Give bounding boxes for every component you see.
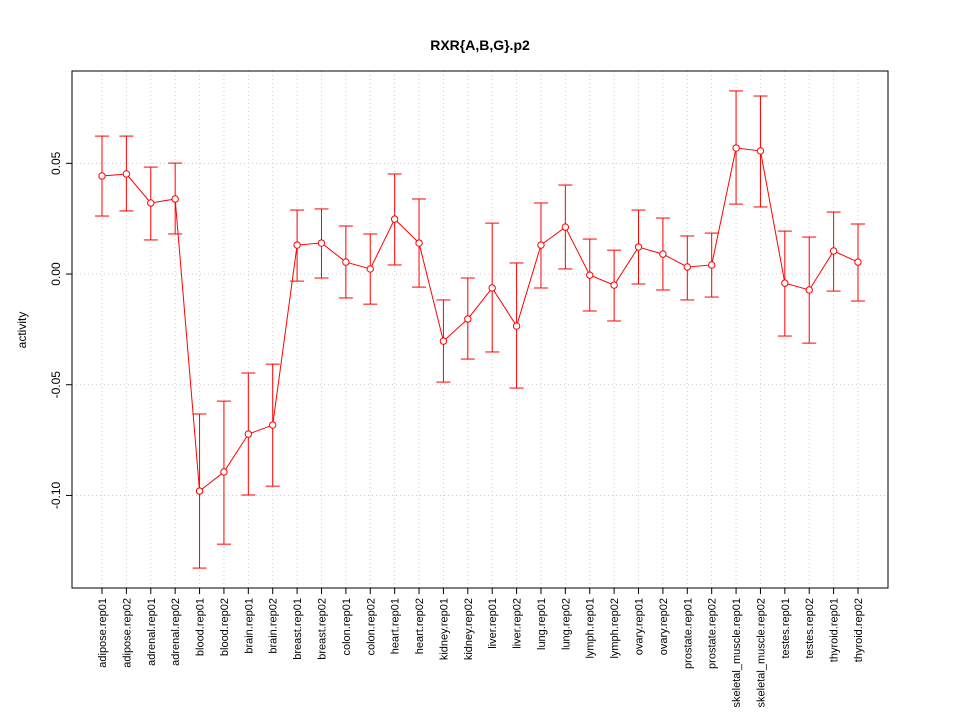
axes: 0.05 0.00 -0.05 -0.10 adipose.rep01 adipose.r… [49,151,865,707]
grid [72,71,888,588]
x-tick-label: breast.rep01 [292,598,304,660]
x-tick-label: kidney.rep01 [438,598,450,660]
x-tick-label: ovary.rep02 [658,598,670,655]
data-point [439,337,448,345]
data-point [732,144,740,152]
data-point [488,284,496,292]
data-point [195,487,204,495]
data-point [586,271,594,279]
plot-frame [71,70,889,589]
x-tick-label: liver.rep01 [487,598,499,649]
y-tick-label: 0.05 [49,151,63,175]
data-point [464,315,472,323]
x-tick-label: colon.rep01 [341,598,353,656]
x-tick-label: testes.rep01 [780,598,792,659]
data-point [781,279,789,287]
data-point [366,265,374,273]
x-tick-label: thyroid.rep01 [829,598,841,662]
x-tick-label: kidney.rep02 [463,598,475,660]
x-tick-label: adrenal.rep02 [170,598,182,666]
x-tick-label: brain.rep02 [268,598,280,654]
x-tick-label: lymph.rep01 [585,598,597,659]
x-tick-label: breast.rep02 [316,598,328,660]
data-point [390,215,399,223]
data-point [220,468,228,476]
x-tick-label: blood.rep01 [195,598,207,656]
x-tick-label: ovary.rep01 [634,598,646,655]
x-tick-label: adrenal.rep01 [146,598,158,666]
data-point [269,421,277,429]
x-tick-label: blood.rep02 [219,598,231,656]
data-point [854,258,862,266]
data-point [147,199,155,207]
x-tick-label: skeletal_muscle.rep01 [731,598,743,707]
y-tick-label: -0.05 [49,371,63,399]
data-point [415,239,423,247]
data-point [537,241,545,249]
x-tick-label: lymph.rep02 [609,598,621,659]
y-axis-label: activity [15,312,29,349]
x-tick-label: adipose.rep01 [97,598,109,668]
data-point [122,170,131,178]
data-point [317,239,326,247]
data-point [805,286,813,294]
data-point [610,281,618,289]
data-point [293,241,301,249]
data-point [659,250,667,258]
data-point [756,147,765,155]
x-tick-label: testes.rep02 [804,598,816,659]
x-tick-label: liver.rep02 [512,598,524,649]
x-tick-label: prostate.rep01 [682,598,694,669]
data-point [707,261,716,269]
data-point [829,247,838,255]
x-tick-label: lung.rep01 [536,598,548,650]
x-tick-label: colon.rep02 [365,598,377,656]
x-tick-label: prostate.rep02 [707,598,719,669]
data-point [512,322,521,330]
y-tick-label: 0.00 [49,262,63,286]
data-point [561,223,570,231]
y-tick-label: -0.10 [49,481,63,509]
series-line [101,147,859,492]
x-tick-label: heart.rep01 [390,598,402,654]
x-tick-label: skeletal_muscle.rep02 [755,598,767,707]
data-point [244,430,253,438]
x-tick-label: lung.rep02 [560,598,572,650]
data-point [171,195,179,203]
data-point [634,243,643,251]
data-point [683,263,691,271]
x-tick-label: brain.rep01 [243,598,255,654]
data-point [342,258,350,266]
x-tick-label: thyroid.rep02 [853,598,865,662]
x-tick-label: heart.rep02 [414,598,426,654]
chart-title: RXR{A,B,G}.p2 [430,37,530,53]
marks [95,90,865,569]
x-tick-label: adipose.rep02 [121,598,133,668]
data-point [98,172,106,180]
